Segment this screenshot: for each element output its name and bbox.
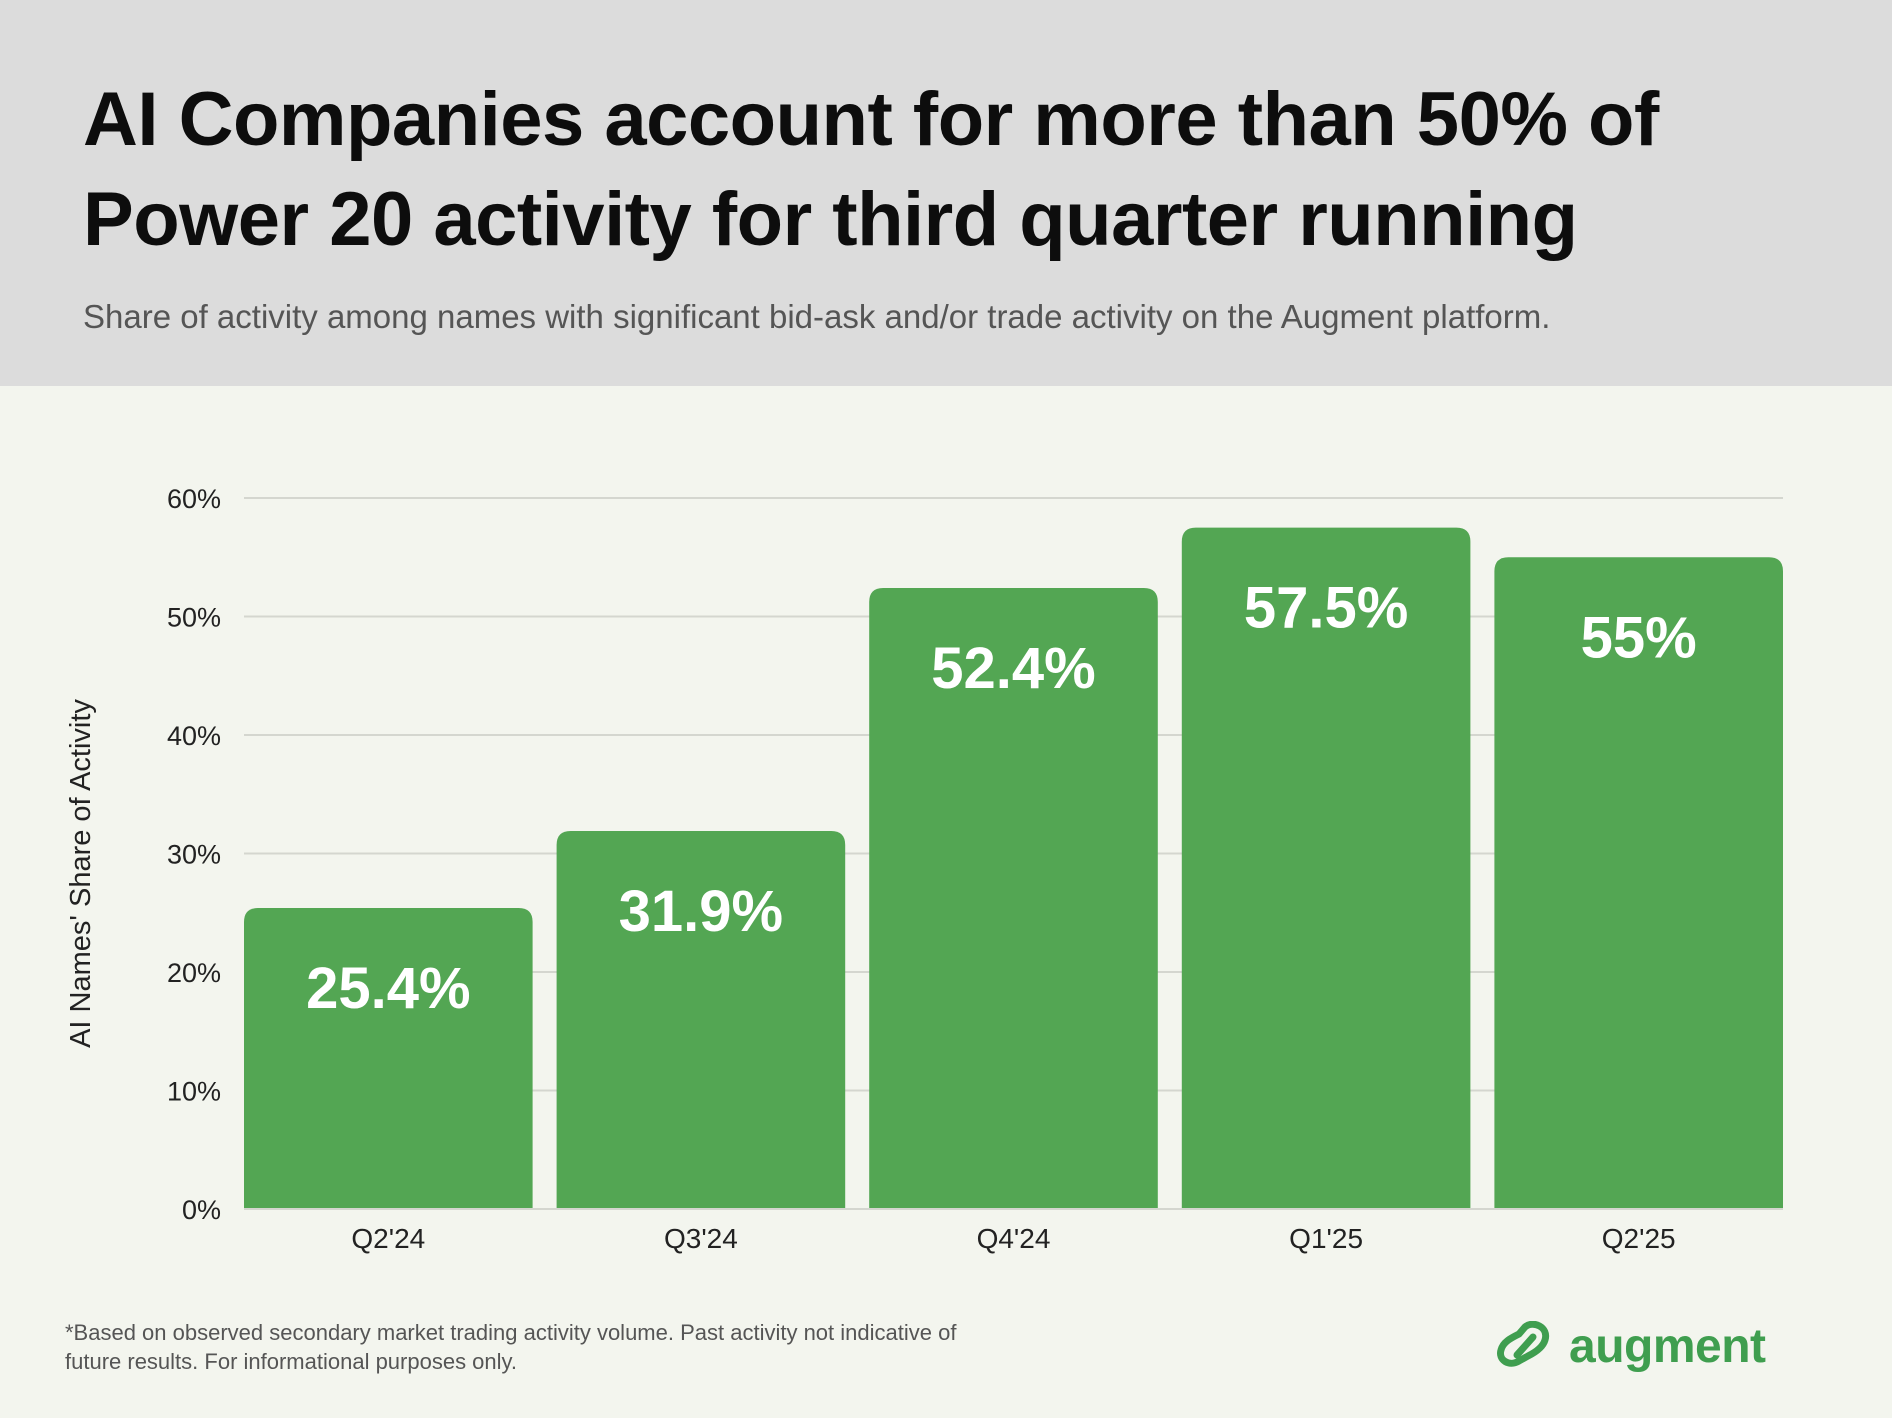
chart-subtitle: Share of activity among names with signi… bbox=[83, 298, 1551, 335]
header-band: AI Companies account for more than 50% o… bbox=[0, 0, 1892, 386]
bar-value-label: 52.4% bbox=[931, 636, 1095, 701]
y-tick-label: 0% bbox=[182, 1195, 221, 1225]
x-tick-label: Q2'24 bbox=[351, 1223, 425, 1254]
brand-logo: augment bbox=[1495, 1316, 1766, 1376]
x-tick-label: Q1'25 bbox=[1289, 1223, 1363, 1254]
bar-value-label: 55% bbox=[1581, 605, 1697, 670]
bar bbox=[869, 588, 1158, 1209]
x-tick-label: Q2'25 bbox=[1602, 1223, 1676, 1254]
bar bbox=[1181, 527, 1471, 1209]
x-tick-label: Q3'24 bbox=[664, 1223, 738, 1254]
bar bbox=[1494, 557, 1783, 1209]
bar-chart: 0% 10% 20% 30% 40% 50% 60% AI Names' Share of A… bbox=[65, 484, 1783, 1254]
chart-title: AI Companies account for more than 50% o… bbox=[83, 70, 1843, 270]
y-tick-label: 30% bbox=[167, 840, 221, 870]
augment-logo-icon bbox=[1497, 1321, 1550, 1367]
y-tick-label: 60% bbox=[167, 484, 221, 514]
footnote-line-1: *Based on observed secondary market trad… bbox=[65, 1320, 957, 1345]
chart-title-line-2: Power 20 activity for third quarter runn… bbox=[83, 177, 1578, 262]
y-tick-label: 10% bbox=[167, 1077, 221, 1107]
y-axis-label: AI Names' Share of Activity bbox=[65, 699, 97, 1048]
bar-value-label: 31.9% bbox=[619, 879, 783, 944]
bar-value-label: 57.5% bbox=[1244, 576, 1408, 641]
bar bbox=[556, 830, 846, 1209]
chart-title-line-1: AI Companies account for more than 50% o… bbox=[83, 77, 1659, 162]
bar bbox=[244, 908, 533, 1209]
bar-value-label: 25.4% bbox=[306, 956, 470, 1021]
y-tick-label: 50% bbox=[167, 603, 221, 633]
y-tick-label: 40% bbox=[167, 721, 221, 751]
footnote: *Based on observed secondary market trad… bbox=[65, 1318, 1065, 1376]
brand-name: augment bbox=[1569, 1319, 1766, 1373]
x-tick-label: Q4'24 bbox=[977, 1223, 1051, 1254]
footnote-line-2: future results. For informational purpos… bbox=[65, 1349, 518, 1374]
bottom-border bbox=[0, 1418, 1892, 1422]
y-tick-label: 20% bbox=[167, 958, 221, 988]
